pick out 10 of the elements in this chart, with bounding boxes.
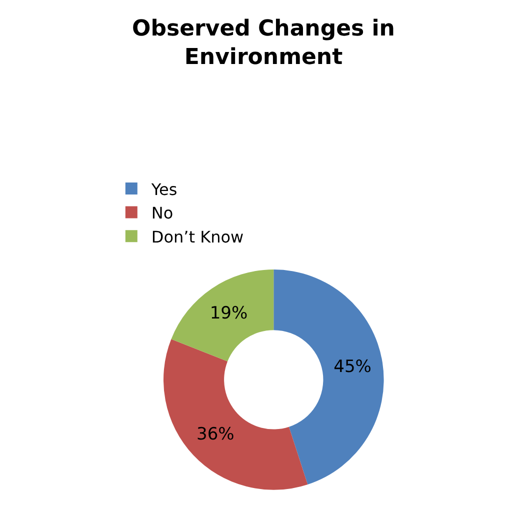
data-label: 36% xyxy=(196,424,234,444)
donut-slice xyxy=(274,270,384,484)
legend-label: Yes xyxy=(150,180,178,199)
legend-label: Don’t Know xyxy=(151,227,244,246)
donut-slice xyxy=(171,270,274,362)
donut-slice xyxy=(163,339,308,490)
data-label: 45% xyxy=(334,357,372,378)
data-label: 19% xyxy=(210,304,248,324)
legend-label: No xyxy=(151,204,174,223)
chart-title: Observed Changes in Environment xyxy=(132,16,395,70)
